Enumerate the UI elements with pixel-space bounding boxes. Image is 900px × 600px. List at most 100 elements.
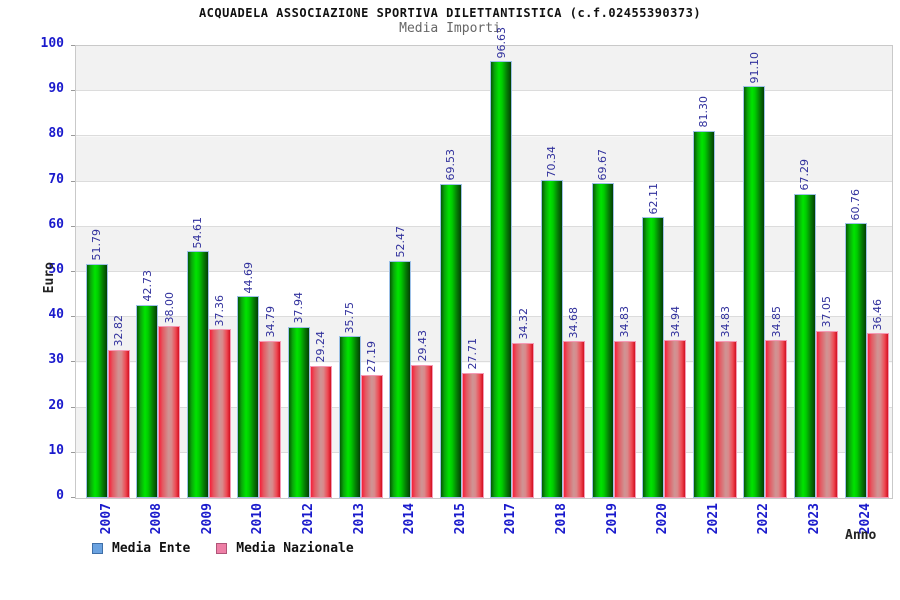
- bar-media-nazionale-2022: [765, 340, 788, 498]
- y-tick-mark: [71, 180, 75, 182]
- bar-value-label: 69.53: [444, 149, 458, 181]
- bar-value-label: 37.05: [820, 296, 834, 328]
- y-tick-label-30: 30: [48, 352, 64, 368]
- y-tick-mark: [71, 406, 75, 408]
- x-tick-label-2023: 2023: [806, 503, 822, 535]
- x-tick-label-2009: 2009: [199, 503, 215, 535]
- x-tick-label-2021: 2021: [705, 503, 721, 535]
- y-tick-mark: [71, 451, 75, 453]
- bar-media-ente-2019: [591, 183, 614, 498]
- bar-value-label: 44.69: [241, 261, 255, 294]
- bar-media-ente-2010: [237, 296, 260, 498]
- gridline-40: [76, 316, 892, 318]
- x-tick-label-2015: 2015: [452, 503, 468, 535]
- legend-label-media-ente: Media Ente: [112, 541, 191, 556]
- y-tick-mark: [71, 497, 75, 498]
- bar-media-ente-2009: [186, 251, 209, 498]
- x-tick-label-2020: 2020: [655, 503, 671, 535]
- legend-item-media-nazionale: Media Nazionale: [216, 541, 354, 556]
- bar-media-nazionale-2014: [411, 364, 434, 498]
- y-tick-label-20: 20: [48, 397, 64, 413]
- x-tick-label-2022: 2022: [756, 503, 772, 535]
- bar-media-nazionale-2020: [664, 340, 687, 498]
- legend-swatch-media-ente: [92, 543, 103, 554]
- y-tick-label-90: 90: [48, 81, 64, 97]
- y-axis-title: Euro: [42, 262, 57, 294]
- bar-media-ente-2023: [793, 193, 816, 498]
- bar-media-ente-2012: [287, 326, 310, 498]
- bar-value-label: 38.00: [162, 291, 176, 324]
- x-tick-label-2007: 2007: [98, 503, 114, 535]
- legend-item-media-ente: Media Ente: [92, 541, 190, 556]
- bar-value-label: 69.67: [596, 148, 609, 181]
- bar-value-label: 96.63: [494, 26, 508, 59]
- bar-media-ente-2021: [692, 130, 715, 498]
- x-axis-title: Anno: [845, 528, 877, 543]
- bar-value-label: 91.10: [747, 51, 761, 84]
- legend: Media Ente Media Nazionale: [92, 541, 354, 556]
- bar-value-label: 52.47: [393, 226, 407, 258]
- bar-value-label: 35.75: [343, 301, 356, 334]
- bar-value-label: 54.61: [191, 216, 205, 249]
- bar-value-label: 37.94: [292, 292, 306, 324]
- bar-value-label: 29.43: [415, 330, 429, 362]
- bar-media-nazionale-2023: [815, 330, 838, 498]
- bar-value-label: 36.46: [871, 298, 884, 331]
- bar-value-label: 70.34: [545, 145, 559, 178]
- bar-value-label: 51.79: [90, 229, 103, 261]
- bar-media-nazionale-2007: [107, 349, 130, 498]
- bar-media-ente-2017: [490, 61, 513, 498]
- bar-value-label: 42.73: [140, 270, 154, 302]
- y-tick-label-60: 60: [48, 216, 64, 232]
- bar-value-label: 60.76: [849, 188, 862, 221]
- x-tick-label-2013: 2013: [351, 503, 367, 535]
- bar-media-ente-2024: [844, 223, 867, 498]
- legend-label-media-nazionale: Media Nazionale: [236, 541, 354, 556]
- bar-value-label: 29.24: [314, 331, 328, 363]
- x-tick-label-2017: 2017: [503, 503, 519, 535]
- bar-value-label: 34.79: [263, 306, 277, 338]
- bar-value-label: 37.36: [213, 294, 227, 327]
- y-tick-mark: [71, 361, 75, 363]
- x-tick-label-2014: 2014: [402, 503, 418, 535]
- bar-value-label: 27.19: [365, 340, 378, 373]
- bar-media-ente-2007: [85, 263, 108, 498]
- bar-media-ente-2022: [743, 86, 766, 498]
- y-tick-mark: [71, 225, 75, 227]
- bar-value-label: 34.94: [668, 305, 682, 338]
- gridline-30: [76, 361, 892, 363]
- bar-value-label: 32.82: [112, 315, 125, 347]
- bar-media-ente-2014: [389, 260, 412, 498]
- bar-media-nazionale-2018: [562, 341, 585, 498]
- y-tick-mark: [71, 135, 75, 137]
- gridline-10: [76, 451, 892, 453]
- y-tick-label-10: 10: [48, 442, 64, 458]
- y-tick-mark: [71, 316, 75, 318]
- bar-media-nazionale-2017: [512, 342, 535, 498]
- y-tick-label-40: 40: [48, 307, 64, 323]
- y-tick-label-50: 50: [48, 262, 64, 277]
- bar-media-nazionale-2019: [613, 340, 636, 498]
- x-tick-label-2018: 2018: [553, 503, 569, 535]
- bar-media-nazionale-2024: [866, 333, 889, 498]
- bar-media-ente-2018: [540, 180, 563, 498]
- bar-value-label: 81.30: [697, 96, 711, 128]
- y-tick-label-80: 80: [48, 126, 64, 142]
- y-tick-mark: [71, 271, 75, 272]
- plot-area: 51.79 32.82 42.73 38.00 54.61 37.36 44.69 34.79…: [75, 27, 893, 499]
- y-tick-label-0: 0: [56, 488, 64, 503]
- y-tick-mark: [71, 90, 75, 92]
- bar-media-ente-2015: [439, 183, 462, 498]
- bar-value-label: 34.83: [618, 306, 631, 338]
- y-tick-mark: [71, 45, 75, 46]
- bar-value-label: 34.68: [567, 306, 581, 339]
- gridline-70: [76, 180, 892, 182]
- gridline-50: [76, 271, 892, 272]
- gridline-80: [76, 135, 892, 137]
- x-tick-label-2008: 2008: [149, 503, 165, 535]
- bar-value-label: 34.32: [516, 308, 530, 340]
- x-tick-label-2012: 2012: [300, 503, 316, 535]
- x-tick-label-2019: 2019: [604, 503, 620, 535]
- bar-media-nazionale-2008: [158, 326, 181, 498]
